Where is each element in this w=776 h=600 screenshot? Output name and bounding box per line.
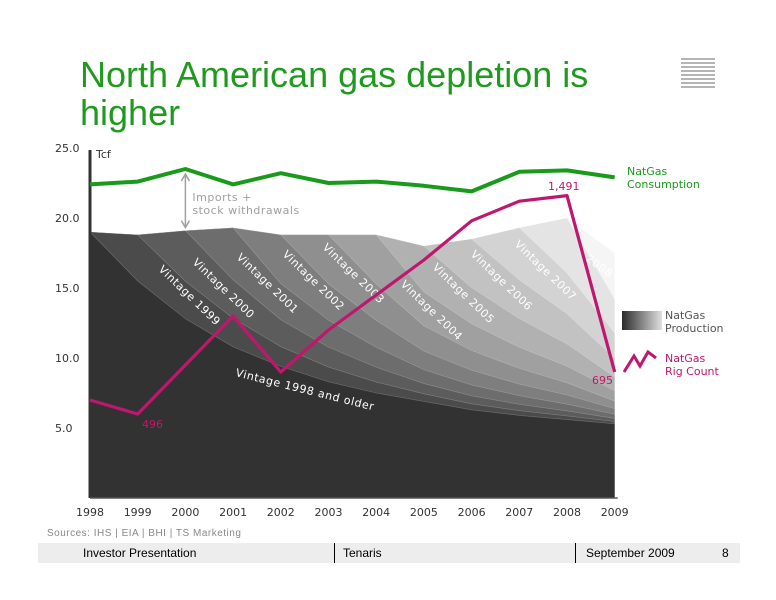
legend-consumption: Consumption [627,178,700,191]
footer-presentation: Investor Presentation [83,546,196,560]
y-tick-label: 25.0 [55,142,80,155]
imports-annotation: stock withdrawals [192,204,299,217]
consumption-line [90,169,615,191]
y-tick-label: 15.0 [55,282,80,295]
x-tick-label: 2000 [171,506,199,519]
imports-annotation: Imports + [192,191,251,204]
footer-date: September 2009 [586,546,675,560]
rig-count-data-label: 1,491 [548,180,580,193]
rig-count-data-label: 695 [592,374,613,387]
y-tick-label: 20.0 [55,212,80,225]
x-tick-label: 1999 [124,506,152,519]
legend-production: NatGas [665,309,706,322]
legend-rig-count: NatGas [665,352,706,365]
y-tick-label: 10.0 [55,352,80,365]
legend-rig-count: Rig Count [665,365,720,378]
legend-production: Production [665,322,724,335]
footer-page-number: 8 [722,546,729,560]
x-tick-label: 2005 [410,506,438,519]
sources-note: Sources: IHS | EIA | BHI | TS Marketing [47,528,241,539]
footer-bar: Investor Presentation Tenaris September … [38,543,740,563]
x-tick-label: 1998 [76,506,104,519]
x-tick-label: 2009 [601,506,629,519]
footer-company: Tenaris [343,546,382,560]
x-tick-label: 2003 [315,506,343,519]
legend-production-swatch [622,311,662,330]
x-tick-label: 2007 [505,506,533,519]
x-tick-label: 2008 [553,506,581,519]
legend-consumption: NatGas [627,165,668,178]
legend-rig-count-swatch [624,352,656,372]
y-unit-label: Tcf [95,148,112,161]
gas-depletion-chart: 25.0 20.0 15.0 10.0 5.0 Tcf 1998 1999 2000 2001 20… [0,0,776,540]
x-tick-label: 2004 [362,506,390,519]
x-tick-label: 2006 [458,506,486,519]
y-tick-label: 5.0 [55,422,73,435]
x-tick-label: 2002 [267,506,295,519]
x-tick-label: 2001 [219,506,247,519]
rig-count-data-label: 496 [142,418,163,431]
